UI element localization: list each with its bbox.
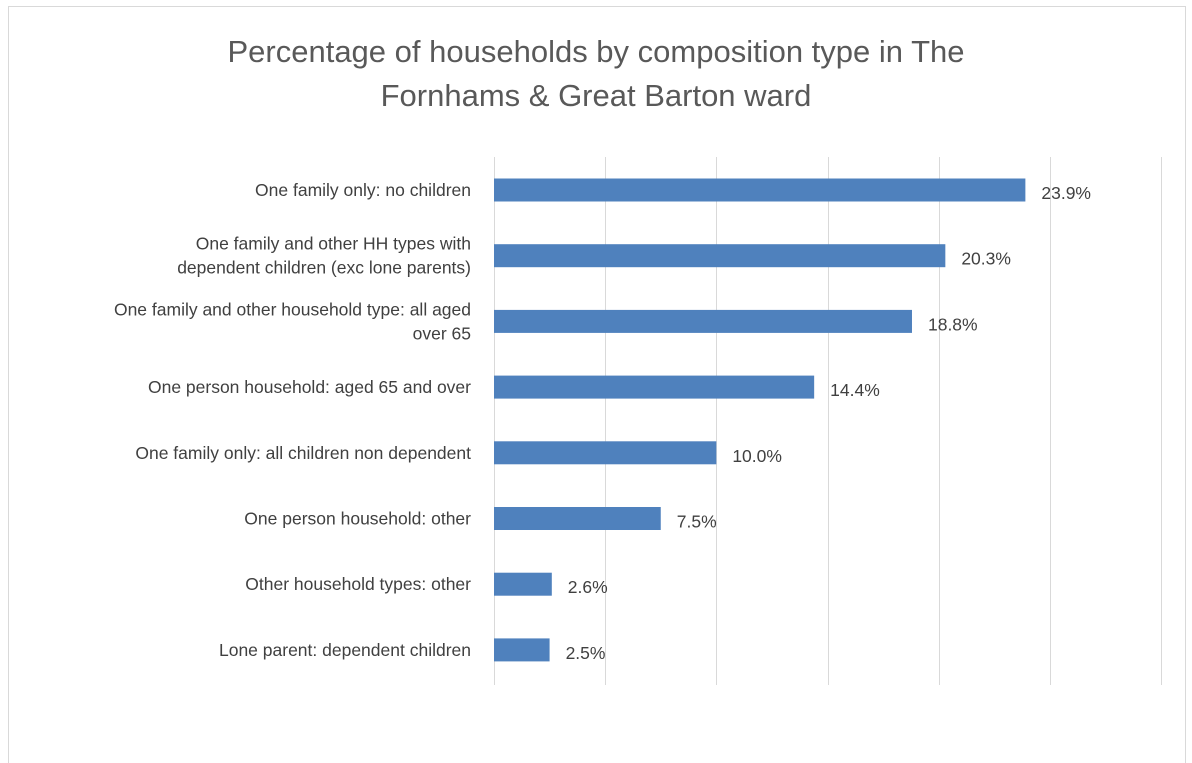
- category-label: Other household types: other: [245, 574, 471, 594]
- category-label-line: One family and other HH types with: [196, 234, 471, 254]
- bar: [494, 178, 1026, 202]
- data-label: 23.9%: [1041, 183, 1091, 203]
- bar: [494, 309, 912, 333]
- category-label-line: One family and other household type: all…: [114, 299, 471, 319]
- bars: [494, 178, 1026, 662]
- category-label-line: One family only: no children: [255, 180, 471, 200]
- bar: [494, 441, 717, 465]
- data-label: 14.4%: [830, 380, 880, 400]
- data-label: 10.0%: [732, 446, 782, 466]
- category-label-line: Other household types: other: [245, 574, 471, 594]
- category-label-line: over 65: [413, 323, 471, 343]
- bar: [494, 572, 552, 596]
- category-label: One family only: all children non depend…: [135, 443, 471, 463]
- data-labels: 23.9% 20.3% 18.8% 14.4% 10.0% 7.5% 2.6% 2.5%: [566, 183, 1091, 663]
- category-label: One person household: other: [244, 509, 471, 529]
- category-label-line: One family only: all children non depend…: [135, 443, 471, 463]
- category-label-line: Lone parent: dependent children: [219, 640, 471, 660]
- category-label: One family and other HH types with depend…: [177, 234, 471, 278]
- category-label: Lone parent: dependent children: [219, 640, 471, 660]
- gridlines: [494, 157, 1162, 685]
- data-label: 18.8%: [928, 314, 978, 334]
- category-label-line: dependent children (exc lone parents): [177, 258, 471, 278]
- bar: [494, 244, 946, 268]
- category-label-line: One person household: aged 65 and over: [148, 377, 471, 397]
- data-label: 20.3%: [961, 249, 1011, 269]
- chart-title-line-1: Percentage of households by composition …: [227, 34, 965, 69]
- chart-title-line-2: Fornhams & Great Barton ward: [380, 78, 812, 113]
- chart-title: Percentage of households by composition …: [0, 30, 1192, 118]
- bar: [494, 375, 815, 399]
- category-label: One family and other household type: all…: [114, 299, 471, 343]
- data-label: 2.6%: [568, 577, 608, 597]
- category-label-line: One person household: other: [244, 509, 471, 529]
- bar: [494, 638, 550, 662]
- data-label: 2.5%: [566, 643, 606, 663]
- data-label: 7.5%: [677, 512, 717, 532]
- bar: [494, 507, 661, 530]
- category-labels: One family only: no children One family a…: [114, 180, 471, 660]
- category-label: One family only: no children: [255, 180, 471, 200]
- category-label: One person household: aged 65 and over: [148, 377, 471, 397]
